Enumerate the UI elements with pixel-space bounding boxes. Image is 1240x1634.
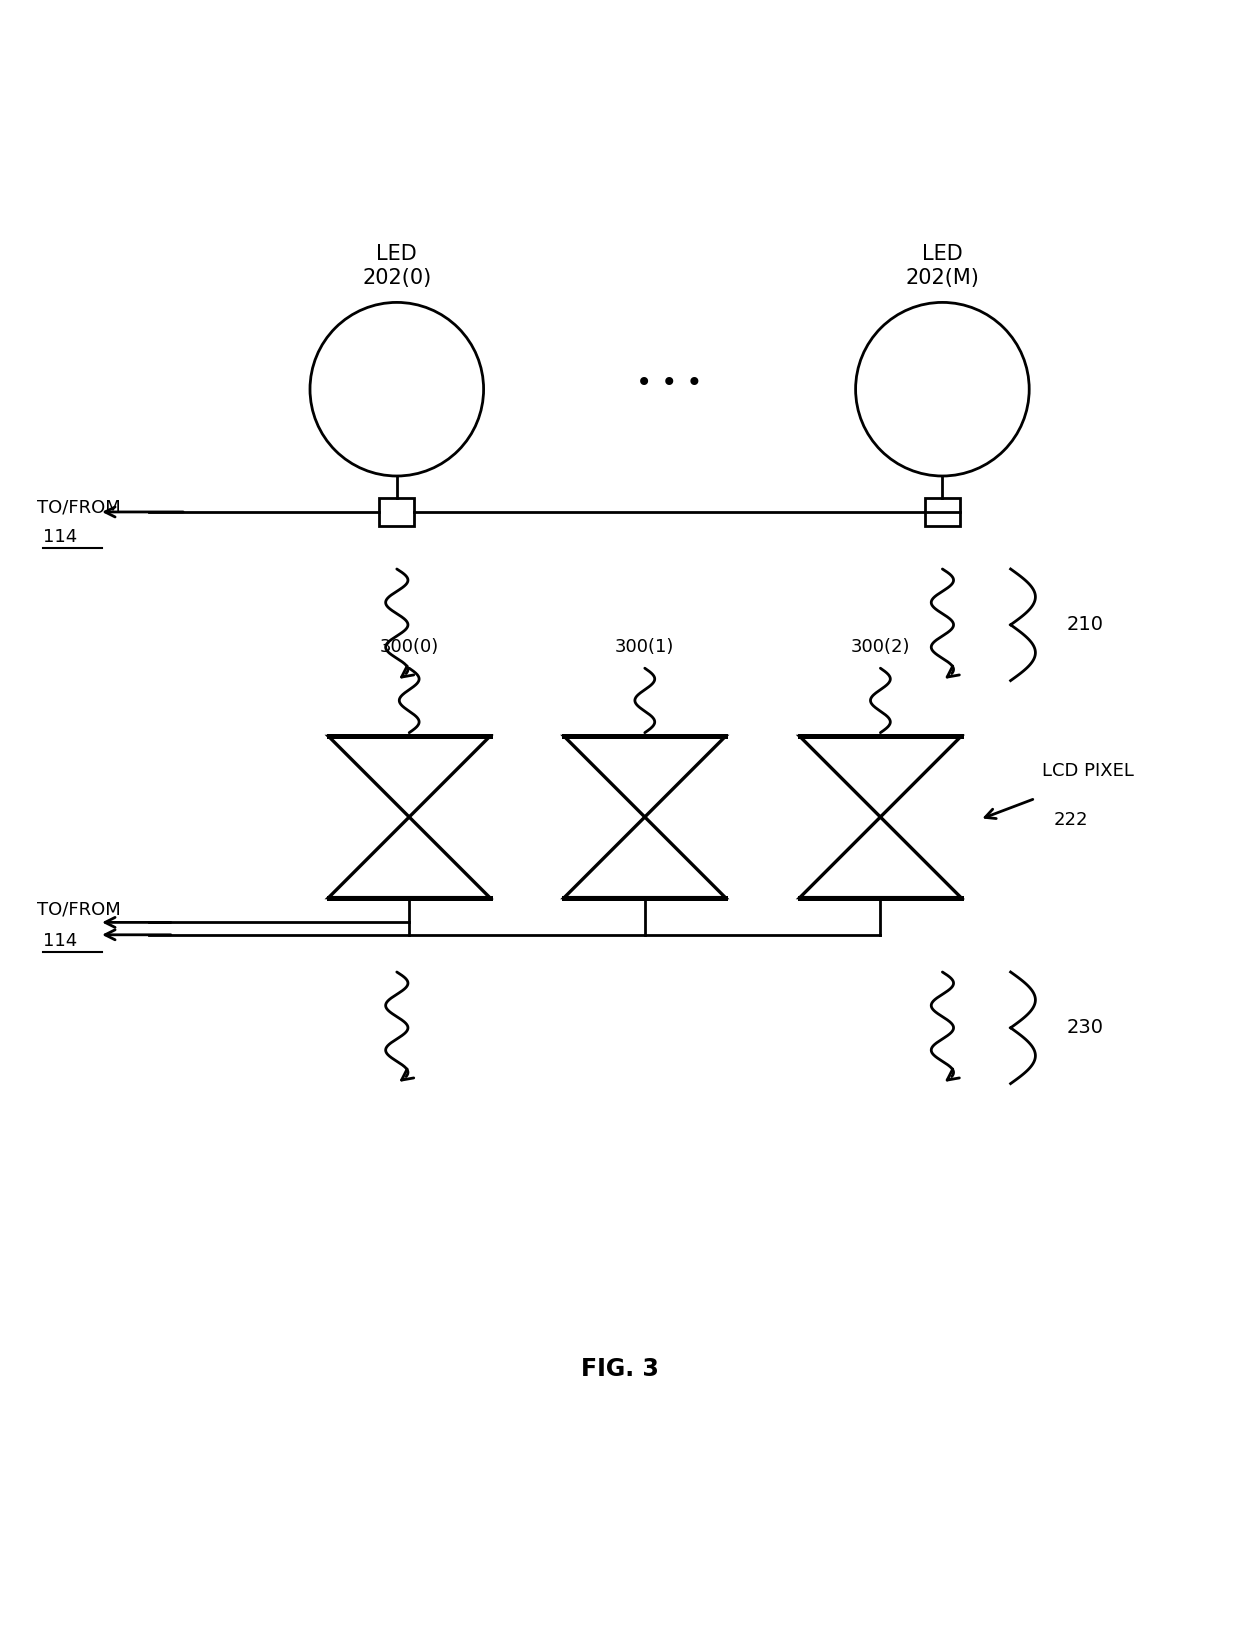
Text: 222: 222 <box>1054 810 1089 828</box>
Text: LED
202(0): LED 202(0) <box>362 245 432 288</box>
Text: 300(1): 300(1) <box>615 637 675 655</box>
Text: LED
202(M): LED 202(M) <box>905 245 980 288</box>
Bar <box>925 498 960 526</box>
Text: TO/FROM: TO/FROM <box>37 498 122 516</box>
Text: 210: 210 <box>1066 616 1104 634</box>
Text: TO/FROM: TO/FROM <box>37 900 122 918</box>
Text: LCD PIXEL: LCD PIXEL <box>1042 761 1133 779</box>
Text: 230: 230 <box>1066 1018 1104 1038</box>
Text: 300(2): 300(2) <box>851 637 910 655</box>
Text: 300(0): 300(0) <box>379 637 439 655</box>
Text: FIG. 3: FIG. 3 <box>582 1356 658 1381</box>
Text: • • •: • • • <box>636 369 703 397</box>
Text: 114: 114 <box>43 528 78 546</box>
Bar <box>379 498 414 526</box>
Text: 114: 114 <box>43 931 78 949</box>
